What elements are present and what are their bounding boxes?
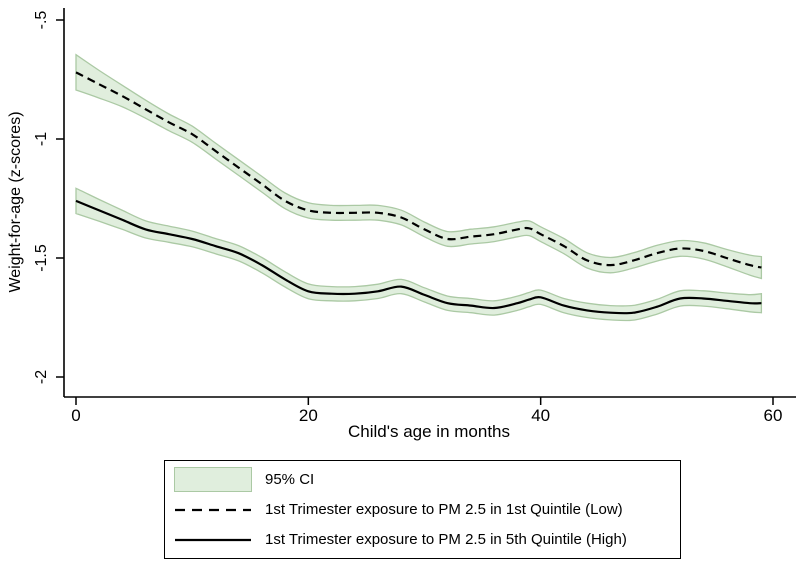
ci-swatch-icon bbox=[174, 467, 252, 492]
series-line-low bbox=[75, 71, 762, 269]
chart-canvas bbox=[56, 8, 796, 405]
ci-band-high bbox=[75, 187, 763, 322]
solid-line-sample-svg bbox=[175, 538, 251, 541]
legend-label-low: 1st Trimester exposure to PM 2.5 in 1st … bbox=[265, 501, 623, 518]
y-tick-label: -1.5 bbox=[33, 244, 50, 272]
dashed-line-icon bbox=[174, 507, 252, 513]
legend-label-ci: 95% CI bbox=[265, 471, 315, 488]
legend-label-high: 1st Trimester exposure to PM 2.5 in 5th … bbox=[265, 531, 627, 548]
legend-row-ci: 95% CI bbox=[174, 466, 680, 493]
solid-line-icon bbox=[174, 537, 252, 543]
legend: 95% CI 1st Trimester exposure to PM 2.5 … bbox=[164, 460, 681, 559]
y-tick-label: -.5 bbox=[33, 10, 50, 30]
y-tick-label: -2 bbox=[33, 369, 50, 385]
y-tick-label: -1 bbox=[33, 131, 50, 147]
dashed-line-sample-svg bbox=[175, 508, 251, 511]
y-axis-title: Weight-for-age (z-scores) bbox=[7, 111, 24, 293]
legend-row-high: 1st Trimester exposure to PM 2.5 in 5th … bbox=[174, 526, 680, 553]
ci-area-sample bbox=[174, 467, 252, 492]
series-line-high bbox=[75, 199, 762, 315]
legend-row-low: 1st Trimester exposure to PM 2.5 in 1st … bbox=[174, 496, 680, 523]
x-tick-label: 0 bbox=[71, 406, 81, 425]
x-tick-label: 20 bbox=[298, 406, 318, 425]
x-tick-label: 60 bbox=[763, 406, 783, 425]
ci-band-low bbox=[75, 53, 763, 280]
x-axis-title: Child's age in months bbox=[348, 422, 510, 441]
x-tick-label: 40 bbox=[531, 406, 551, 425]
